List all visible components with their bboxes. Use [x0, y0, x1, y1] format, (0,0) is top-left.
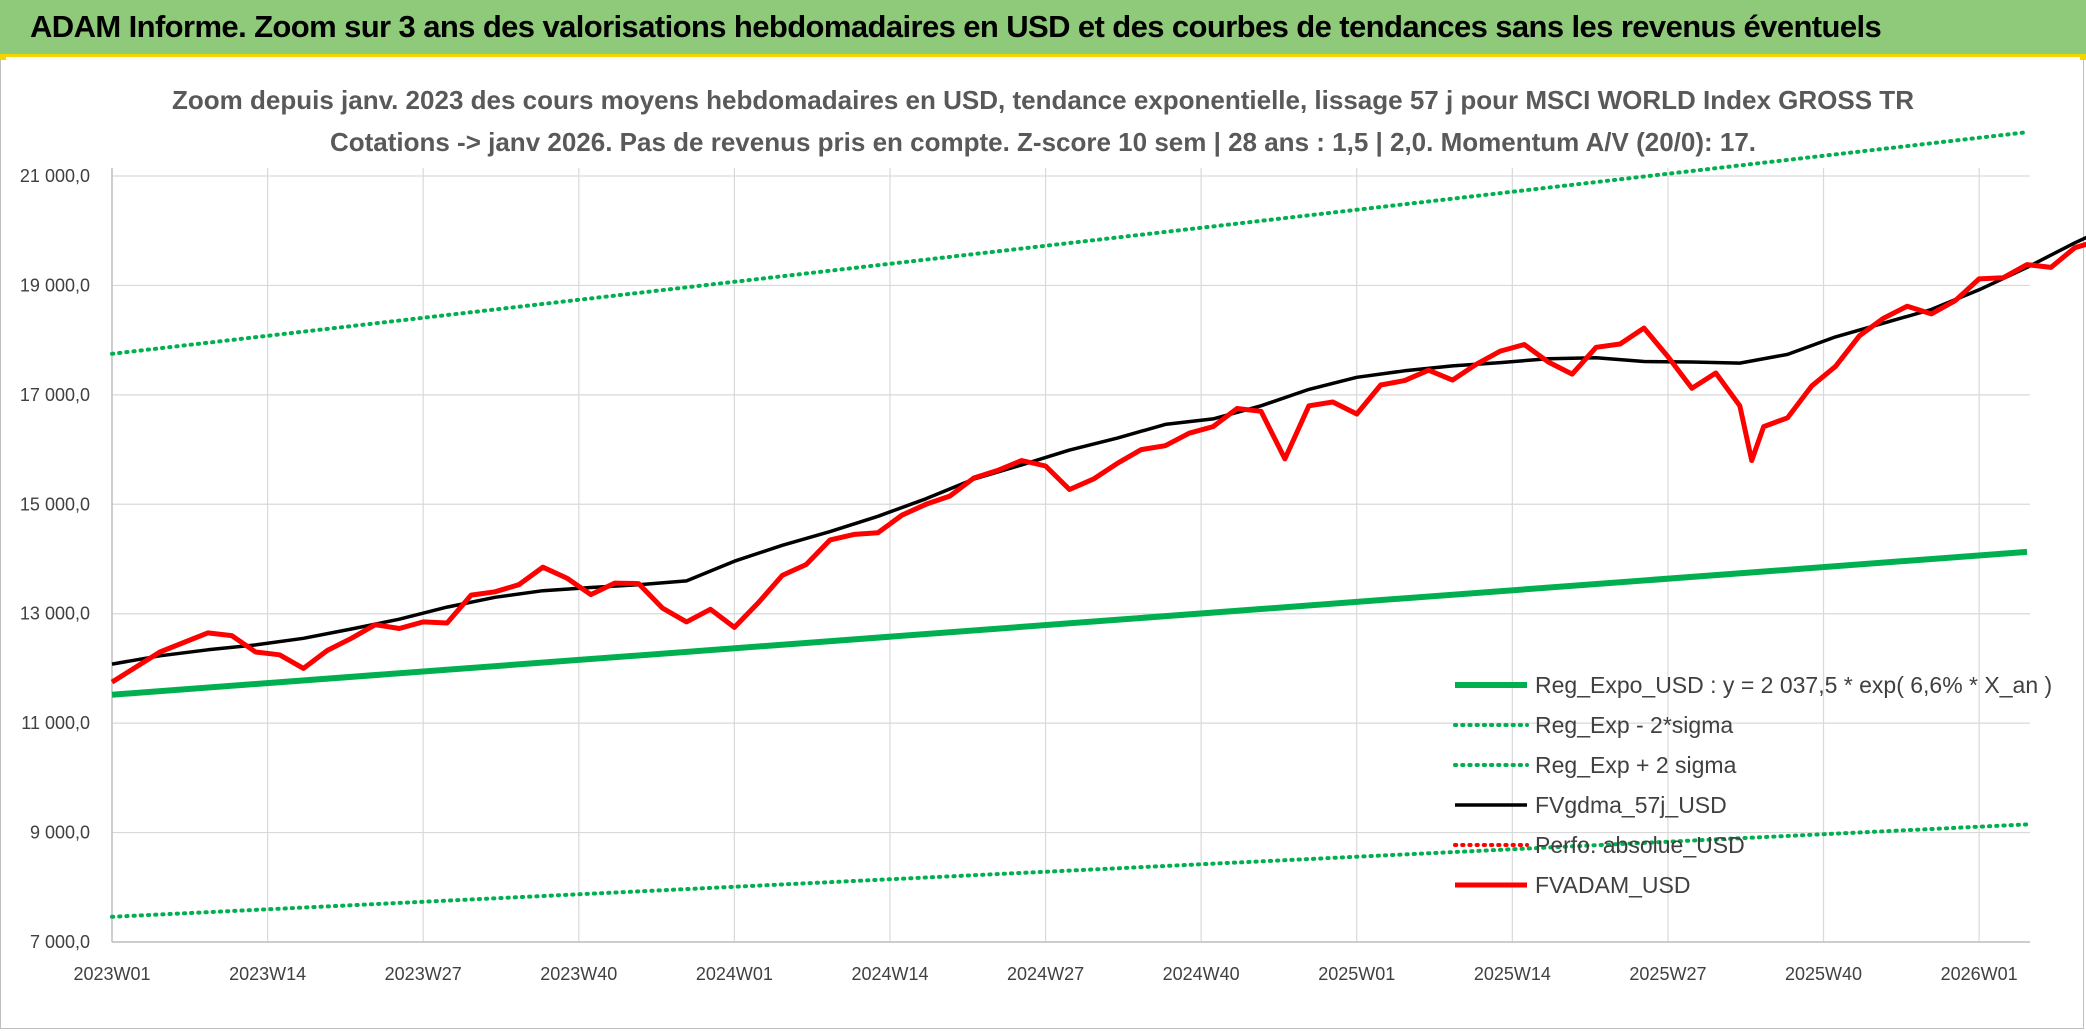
reg-expo-line [111, 548, 2028, 698]
chart-title-line-1: Zoom depuis janv. 2023 des cours moyens … [172, 85, 1914, 115]
x-tick-label: 2025W14 [1474, 964, 1551, 984]
y-tick-label: 13 000,0 [20, 604, 90, 624]
banner-accent-left [0, 54, 6, 60]
reg-plus-2sigma-line [110, 130, 2029, 356]
reg-minus-2sigma-line [110, 822, 2029, 919]
banner-accent-right [2080, 54, 2086, 60]
x-tick-label: 2023W14 [229, 964, 306, 984]
x-tick-label: 2025W01 [1318, 964, 1395, 984]
x-tick-label: 2023W40 [540, 964, 617, 984]
y-tick-label: 21 000,0 [20, 166, 90, 186]
x-tick-label: 2023W27 [385, 964, 462, 984]
y-tick-label: 17 000,0 [20, 385, 90, 405]
line-chart: Zoom depuis janv. 2023 des cours moyens … [20, 85, 2086, 984]
x-tick-label: 2024W40 [1163, 964, 1240, 984]
y-tick-label: 19 000,0 [20, 275, 90, 295]
x-tick-label: 2024W27 [1007, 964, 1084, 984]
report-banner: ADAM Informe. Zoom sur 3 ans des valoris… [0, 0, 2086, 57]
fvgdma-57j-line [111, 235, 2086, 666]
legend-label: Reg_Exp - 2*sigma [1535, 712, 1733, 738]
gridlines [111, 168, 2030, 943]
legend-label: FVADAM_USD [1535, 872, 1691, 898]
y-tick-label: 7 000,0 [30, 932, 90, 952]
fvadam-line [110, 241, 2086, 685]
x-tick-label: 2026W01 [1941, 964, 2018, 984]
y-tick-label: 15 000,0 [20, 494, 90, 514]
banner-title: ADAM Informe. Zoom sur 3 ans des valoris… [30, 9, 1882, 44]
legend-label: Reg_Exp + 2 sigma [1535, 752, 1737, 778]
y-tick-label: 9 000,0 [30, 823, 90, 843]
x-tick-label: 2024W14 [851, 964, 928, 984]
x-tick-label: 2023W01 [73, 964, 150, 984]
legend-label: Perfo. absolue_USD [1535, 832, 1745, 858]
axes: 7 000,0 9 000,0 11 000,0 13 000,0 15 000,0 17… [20, 166, 2030, 984]
legend-label: FVgdma_57j_USD [1535, 792, 1727, 818]
legend-label: Reg_Expo_USD : y = 2 037,5 * exp( 6,6% *… [1535, 672, 2052, 698]
chart-title-line-2: Cotations -> janv 2026. Pas de revenus p… [330, 127, 1756, 157]
y-tick-label: 11 000,0 [21, 713, 90, 733]
series-lines [110, 130, 2086, 919]
x-tick-label: 2024W01 [696, 964, 773, 984]
legend: Reg_Expo_USD : y = 2 037,5 * exp( 6,6% *… [1453, 672, 2052, 898]
x-tick-label: 2025W40 [1785, 964, 1862, 984]
x-tick-label: 2025W27 [1629, 964, 1706, 984]
